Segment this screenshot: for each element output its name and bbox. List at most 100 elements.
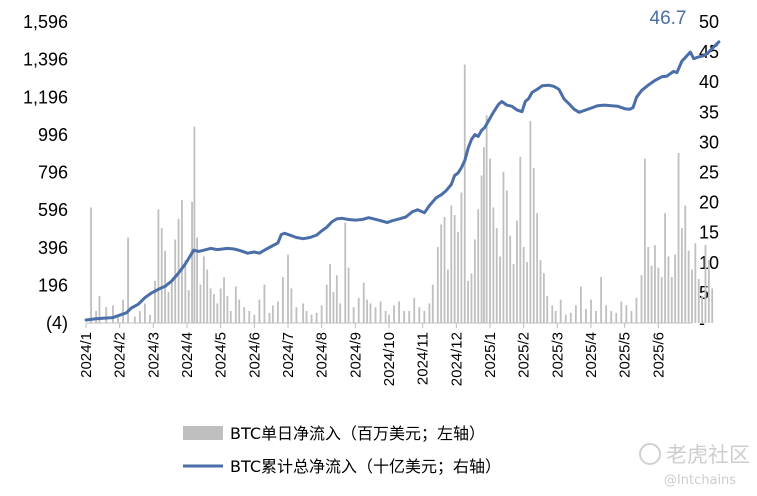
daily-inflow-bar bbox=[453, 215, 456, 323]
daily-inflow-bar bbox=[193, 126, 196, 323]
daily-inflow-bar bbox=[701, 295, 703, 323]
daily-inflow-bar bbox=[362, 282, 365, 323]
daily-inflow-bar bbox=[630, 310, 633, 323]
daily-inflow-bar bbox=[223, 277, 225, 323]
x-tick-label: 2025/4 bbox=[583, 332, 600, 378]
daily-inflow-bar bbox=[657, 267, 660, 323]
daily-inflow-bar bbox=[674, 254, 677, 323]
daily-inflow-bar bbox=[95, 310, 97, 323]
x-tick-label: 2024/7 bbox=[280, 332, 297, 378]
daily-inflow-bar bbox=[196, 237, 198, 323]
daily-inflow-bar bbox=[209, 288, 212, 323]
daily-inflow-bar bbox=[431, 284, 434, 323]
legend-bar-swatch bbox=[183, 426, 223, 440]
daily-inflow-bar bbox=[315, 312, 318, 323]
daily-inflow-bar bbox=[160, 228, 163, 323]
daily-inflow-bar bbox=[418, 307, 421, 323]
daily-inflow-bar bbox=[305, 310, 308, 323]
left-tick-label: 596 bbox=[38, 200, 68, 220]
daily-inflow-bar bbox=[436, 246, 439, 323]
daily-inflow-bar bbox=[711, 288, 714, 323]
x-tick-label: 2024/2 bbox=[112, 332, 129, 378]
daily-inflow-bar bbox=[546, 295, 549, 323]
x-tick-label: 2024/1 bbox=[78, 332, 95, 378]
daily-inflow-bar bbox=[202, 256, 205, 323]
daily-inflow-bar bbox=[640, 275, 643, 323]
daily-inflow-bar bbox=[282, 277, 284, 323]
daily-inflow-bar bbox=[495, 228, 498, 323]
daily-inflow-bar bbox=[268, 312, 271, 323]
daily-inflow-bar bbox=[428, 303, 431, 323]
daily-inflow-bar bbox=[127, 237, 129, 323]
daily-inflow-bar bbox=[610, 310, 613, 323]
daily-inflow-bar bbox=[512, 263, 515, 323]
daily-inflow-bar bbox=[463, 64, 466, 324]
daily-inflow-bar bbox=[167, 292, 170, 323]
daily-inflow-bar bbox=[526, 262, 528, 323]
daily-inflow-bar bbox=[580, 286, 582, 323]
daily-inflow-bar bbox=[184, 260, 187, 323]
left-tick-label: 196 bbox=[38, 275, 68, 295]
watermark: 老虎社区 @Intchains bbox=[639, 443, 750, 488]
daily-inflow-bar bbox=[492, 207, 495, 323]
daily-inflow-bar bbox=[620, 301, 623, 323]
daily-inflow-bar bbox=[90, 207, 92, 323]
daily-inflow-bar bbox=[302, 303, 305, 323]
right-tick-label: 40 bbox=[699, 72, 719, 92]
end-value-label: 46.7 bbox=[650, 8, 687, 29]
daily-inflow-bar bbox=[369, 303, 372, 323]
cumulative-net-inflow-line bbox=[84, 40, 721, 322]
x-tick-label: 2024/10 bbox=[381, 332, 398, 386]
left-tick-label: 1,196 bbox=[23, 87, 68, 107]
x-tick-label: 2024/8 bbox=[314, 332, 331, 378]
legend-bar-label: BTC单日净流入（百万美元；左轴） bbox=[230, 424, 485, 443]
daily-inflow-bar bbox=[98, 295, 101, 323]
legend: BTC单日净流入（百万美元；左轴） BTC累计总净流入（十亿美元；右轴） bbox=[183, 424, 501, 476]
daily-inflow-bar bbox=[344, 222, 347, 323]
daily-inflow-bar bbox=[105, 307, 108, 323]
daily-inflow-bar bbox=[569, 312, 572, 323]
daily-inflow-bar bbox=[635, 297, 638, 323]
daily-inflow-bar bbox=[502, 171, 505, 323]
daily-inflow-bar bbox=[287, 254, 289, 323]
daily-inflow-bar bbox=[339, 303, 342, 323]
daily-inflow-bar bbox=[643, 158, 646, 323]
daily-inflow-bar bbox=[694, 243, 697, 323]
daily-inflow-bar bbox=[226, 295, 229, 323]
daily-inflow-bar bbox=[253, 314, 256, 323]
daily-inflow-bar bbox=[191, 201, 193, 323]
daily-inflow-bar bbox=[413, 297, 416, 323]
daily-inflow-bar bbox=[470, 273, 473, 323]
daily-inflow-bar bbox=[295, 307, 298, 323]
x-tick-label: 2024/11 bbox=[415, 332, 432, 385]
daily-inflow-bar bbox=[352, 307, 355, 323]
daily-inflow-bar bbox=[357, 297, 360, 323]
daily-inflow-bar bbox=[408, 310, 411, 323]
x-tick-label: 2024/9 bbox=[347, 332, 364, 378]
right-tick-label: 5 bbox=[699, 283, 709, 303]
daily-inflow-bar bbox=[516, 220, 518, 323]
daily-inflow-bar bbox=[213, 294, 215, 323]
x-tick-label: 2025/1 bbox=[482, 332, 499, 378]
daily-inflow-bar bbox=[687, 250, 690, 323]
daily-net-inflow-bars bbox=[90, 64, 714, 324]
watermark-brand: 老虎社区 bbox=[666, 443, 750, 467]
daily-inflow-bar bbox=[704, 245, 707, 323]
daily-inflow-bar bbox=[243, 307, 246, 323]
daily-inflow-bar bbox=[325, 284, 328, 323]
x-tick-label: 2024/3 bbox=[145, 332, 162, 378]
daily-inflow-bar bbox=[600, 277, 602, 323]
daily-inflow-bar bbox=[229, 310, 232, 323]
x-axis-tick-labels: 2024/1 2024/2 2024/3 2024/4 2024/5 2024/6 2024… bbox=[78, 332, 667, 386]
daily-inflow-bar bbox=[477, 209, 480, 323]
daily-inflow-bar bbox=[271, 305, 274, 323]
daily-inflow-bar bbox=[681, 228, 683, 323]
right-tick-label: 50 bbox=[699, 12, 719, 32]
daily-inflow-bar bbox=[347, 267, 350, 323]
daily-inflow-bar bbox=[554, 310, 557, 323]
daily-inflow-bar bbox=[691, 269, 693, 323]
daily-inflow-bar bbox=[149, 314, 151, 323]
daily-inflow-bar bbox=[551, 305, 554, 323]
daily-inflow-bar bbox=[585, 309, 587, 323]
